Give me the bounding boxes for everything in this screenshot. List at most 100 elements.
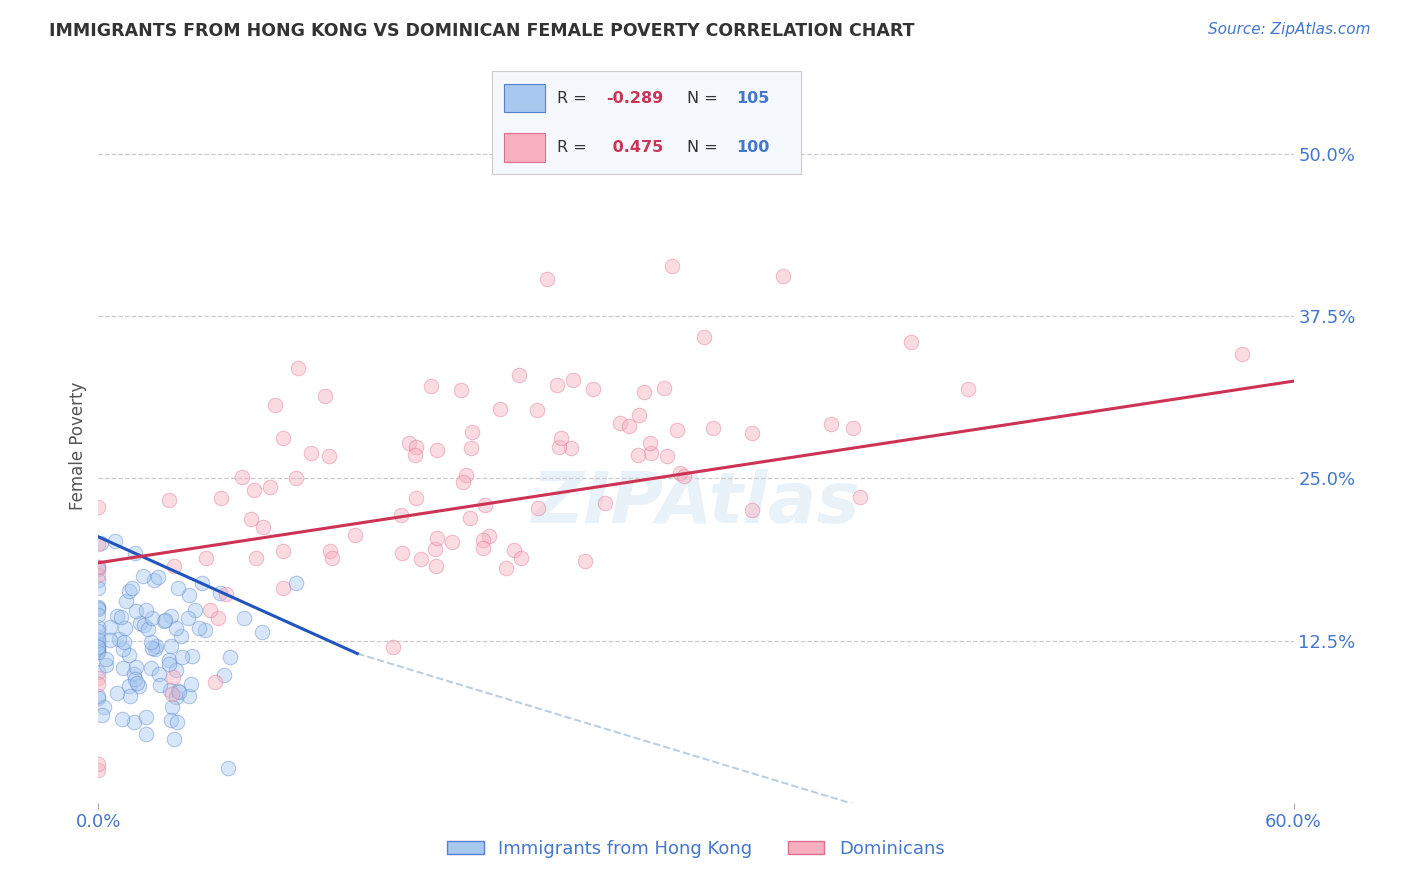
Point [170, 629, 193, 643]
Point [404, 448, 426, 462]
Point [157, 653, 180, 667]
Point [271, 544, 294, 558]
Point [166, 581, 188, 595]
Text: N =: N = [688, 90, 723, 105]
Point [627, 408, 650, 422]
Text: -0.289: -0.289 [606, 90, 664, 105]
Point [94, 652, 117, 666]
Point [87, 581, 110, 595]
Point [118, 648, 141, 662]
Point [141, 611, 163, 625]
Point [93, 700, 115, 714]
Point [232, 611, 254, 625]
Point [391, 546, 413, 560]
Point [741, 503, 763, 517]
Point [389, 508, 412, 522]
Point [125, 676, 148, 690]
Point [411, 551, 433, 566]
Point [87, 689, 110, 703]
Point [141, 641, 163, 656]
Text: R =: R = [557, 140, 592, 155]
Point [343, 527, 366, 541]
Point [108, 632, 131, 646]
Point [405, 440, 427, 454]
Point [702, 420, 724, 434]
Point [640, 446, 662, 460]
Point [160, 608, 183, 623]
Point [508, 368, 530, 382]
Point [110, 610, 132, 624]
Legend: Immigrants from Hong Kong, Dominicans: Immigrants from Hong Kong, Dominicans [440, 833, 952, 865]
Point [165, 690, 187, 704]
Point [548, 440, 571, 454]
Text: 100: 100 [737, 140, 770, 155]
Point [87, 639, 110, 653]
Point [180, 677, 202, 691]
Point [160, 640, 183, 654]
Point [160, 700, 183, 714]
Point [212, 668, 235, 682]
Point [231, 470, 253, 484]
Point [420, 379, 443, 393]
Point [166, 714, 188, 729]
Text: Source: ZipAtlas.com: Source: ZipAtlas.com [1208, 22, 1371, 37]
Point [669, 467, 692, 481]
Point [148, 666, 170, 681]
Point [550, 431, 572, 445]
Point [165, 664, 187, 678]
Point [87, 537, 110, 551]
Point [177, 588, 200, 602]
Point [87, 691, 110, 706]
Point [741, 426, 763, 441]
Point [652, 382, 675, 396]
Point [87, 632, 110, 647]
Point [1232, 347, 1254, 361]
Point [87, 500, 110, 514]
Text: IMMIGRANTS FROM HONG KONG VS DOMINICAN FEMALE POVERTY CORRELATION CHART: IMMIGRANTS FROM HONG KONG VS DOMINICAN F… [49, 22, 915, 40]
Point [87, 645, 110, 659]
Point [472, 541, 495, 555]
Point [627, 448, 650, 462]
Point [157, 657, 180, 671]
Point [474, 498, 496, 512]
Point [87, 763, 110, 777]
Text: ZIPAtlas: ZIPAtlas [531, 468, 860, 538]
Point [207, 610, 229, 624]
Point [98, 632, 121, 647]
Point [666, 423, 689, 437]
Point [112, 661, 135, 675]
Point [135, 726, 157, 740]
Point [472, 533, 495, 547]
Point [149, 678, 172, 692]
Bar [505, 133, 544, 161]
Point [162, 687, 184, 701]
Point [259, 481, 281, 495]
Point [121, 581, 143, 595]
Point [145, 639, 167, 653]
Point [489, 401, 512, 416]
Point [87, 567, 110, 582]
Point [673, 468, 696, 483]
Point [157, 493, 180, 508]
Point [239, 512, 262, 526]
Point [188, 621, 211, 635]
Point [536, 272, 558, 286]
Point [460, 510, 482, 524]
Point [956, 382, 979, 396]
Point [135, 709, 157, 723]
Point [423, 541, 446, 556]
Point [582, 383, 605, 397]
Point [657, 449, 679, 463]
Text: 105: 105 [737, 90, 770, 105]
Point [118, 584, 141, 599]
Point [619, 418, 641, 433]
Point [172, 649, 194, 664]
Point [245, 550, 267, 565]
Bar [505, 84, 544, 112]
Point [135, 603, 157, 617]
Point [112, 635, 135, 649]
Point [454, 467, 477, 482]
Point [87, 624, 110, 639]
Point [184, 603, 207, 617]
Point [217, 761, 239, 775]
